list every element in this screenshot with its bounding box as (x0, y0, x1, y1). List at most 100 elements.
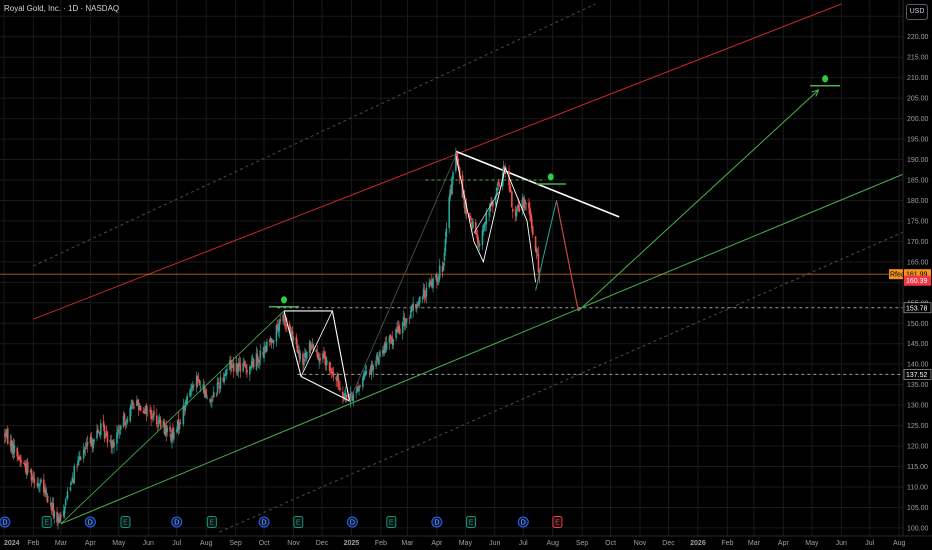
candle-body (305, 352, 308, 359)
candle-body (464, 202, 467, 209)
candle-body (250, 360, 253, 369)
price-tick-label: 170.00 (907, 239, 929, 246)
candle-body (105, 431, 108, 432)
candle-body (299, 353, 301, 360)
candle-body (243, 363, 245, 365)
candle-body (276, 325, 279, 330)
candle-body (216, 382, 219, 394)
candle-body (501, 179, 504, 187)
candle-body (92, 439, 94, 449)
candle-body (431, 280, 433, 288)
candle-body (492, 201, 494, 207)
candle-body (463, 195, 466, 208)
candle-body (24, 465, 27, 473)
candle-body (376, 353, 378, 360)
candle-body (362, 373, 365, 380)
candle-body (46, 495, 49, 503)
candle-body (17, 457, 19, 459)
dividend-badge (0, 516, 11, 528)
candle-body (411, 306, 413, 310)
candle-body (275, 324, 278, 342)
time-axis[interactable]: 2024 Feb Mar Apr May Jun Jul Aug Sep Oct Nov Dec 202… (0, 535, 932, 550)
target-2026-may-dot (822, 75, 829, 83)
candle-body (12, 443, 15, 455)
candle-body (470, 219, 472, 220)
candle-body (443, 252, 446, 261)
candle-body (484, 222, 487, 225)
candle-body (389, 334, 392, 337)
candle-body (237, 364, 240, 372)
candle-body (155, 415, 158, 425)
candle-body (472, 221, 474, 228)
candle-body (104, 432, 107, 437)
candle-body (117, 430, 119, 432)
candle-body (381, 349, 384, 354)
candle-body (186, 395, 188, 405)
price-tick-label: 195.00 (907, 137, 929, 144)
candle-body (99, 423, 102, 435)
price-tick-label: 220.00 (907, 34, 929, 41)
candle-body (45, 494, 48, 495)
time-tick-label: Aug (200, 540, 213, 547)
candle-body (410, 306, 413, 313)
candle-body (190, 389, 192, 392)
candle-body (118, 429, 120, 431)
candle-body (176, 420, 179, 430)
price-tick-label: 125.00 (907, 423, 929, 430)
candle-body (425, 287, 428, 297)
candle-body (142, 410, 145, 414)
candle-body (298, 350, 301, 358)
candle-body (282, 314, 284, 321)
candle-body (77, 460, 79, 466)
candle-body (143, 411, 146, 414)
channel-lines (33, 3, 929, 533)
candle-body (76, 467, 78, 469)
candle-body (162, 420, 165, 426)
earnings-badge-label: E (44, 520, 49, 527)
candle-body (204, 389, 207, 396)
time-tick-label: Dec (662, 540, 675, 547)
candle-body (218, 386, 221, 389)
earnings-badge-label: E (389, 520, 394, 527)
candle-body (502, 166, 505, 179)
candle-body (189, 390, 191, 397)
candle-body (332, 371, 335, 378)
candle-body (238, 362, 241, 366)
candle-body (79, 455, 81, 460)
candle-body (164, 425, 167, 436)
candle-body (25, 463, 28, 475)
candle-body (297, 349, 300, 354)
candle-body (70, 483, 73, 485)
candle-body (26, 461, 29, 473)
candle-body (272, 340, 275, 344)
candle-body (315, 349, 318, 353)
candle-body (525, 202, 527, 205)
time-tick-label: Feb (721, 540, 733, 547)
candle-body (415, 304, 417, 309)
time-axis-bg (0, 536, 932, 550)
price-axis[interactable]: 100.00 105.00 110.00 115.00 120.00 125.00 130.… (902, 0, 932, 536)
dividend-badge-label: D (434, 520, 439, 527)
candle-body (358, 386, 360, 392)
time-tick-label: Feb (375, 540, 387, 547)
candle-body (80, 457, 82, 460)
candle-body (231, 364, 234, 368)
candle-body (146, 411, 149, 413)
candle-body (202, 384, 205, 388)
earnings-badge-label: E (296, 520, 301, 527)
candle-body (118, 432, 121, 434)
target-2024-oct-dot (281, 296, 288, 304)
candle-body (524, 200, 526, 204)
candle-body (139, 406, 142, 411)
currency-button[interactable]: USD (906, 4, 928, 20)
dividend-badge-label: D (350, 520, 355, 527)
time-tick-label: Oct (605, 540, 616, 547)
candle-body (235, 363, 238, 372)
candle-body (462, 193, 465, 198)
time-tick-label: Apr (85, 540, 97, 547)
earnings-badge-label: E (123, 520, 128, 527)
candle-body (215, 393, 218, 395)
candle-body (69, 487, 72, 491)
